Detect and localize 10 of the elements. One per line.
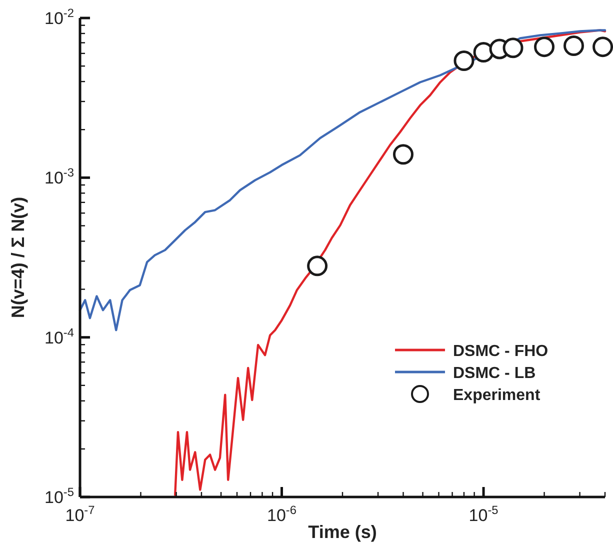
legend-label: Experiment <box>453 387 541 404</box>
y-tick-label: 10$^{-4}$ <box>44 325 74 348</box>
x-tick-label: 10$^{-5}$ <box>468 503 499 525</box>
y-tick-label: 10$^{-2}$ <box>44 6 74 28</box>
legend-label: DSMC - FHO <box>453 343 548 360</box>
y-axis-title: N(v=4) / Σ N(v) <box>8 196 28 318</box>
x-axis-title: Time (s) <box>308 522 377 542</box>
y-tick-label: 10$^{-3}$ <box>44 166 74 188</box>
legend-label: DSMC - LB <box>453 365 536 382</box>
x-tick-label: 10$^{-6}$ <box>267 503 297 525</box>
